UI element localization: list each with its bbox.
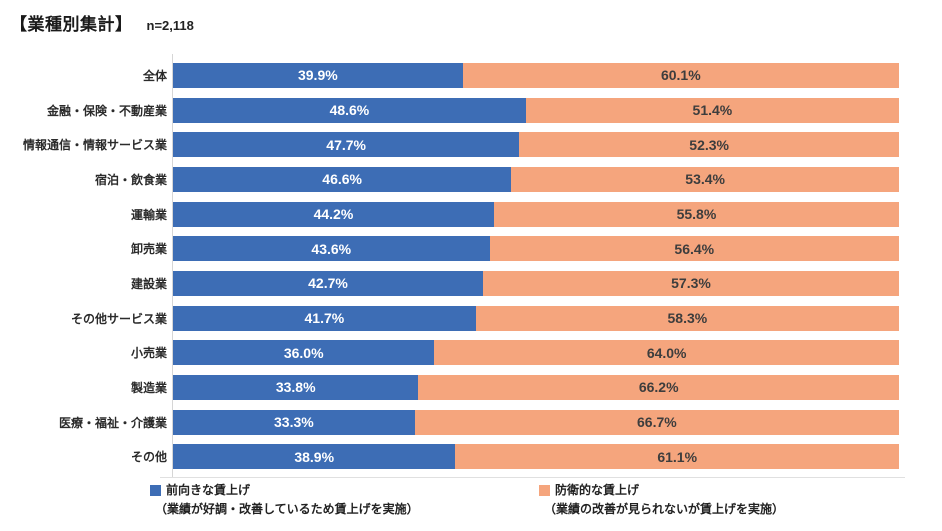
legend-item-positive: 前向きな賃上げ （業績が好調・改善しているため賃上げを実施） <box>150 481 419 519</box>
value-label: 57.3% <box>671 275 711 292</box>
value-label: 48.6% <box>329 102 370 118</box>
table-row: 医療・福祉・介護業 33.3% 66.7% <box>0 405 899 440</box>
stacked-bar: 38.9% 61.1% <box>173 444 899 470</box>
category-label: 医療・福祉・介護業 <box>58 415 167 430</box>
stacked-bar: 44.2% 55.8% <box>173 201 899 227</box>
value-label: 51.4% <box>692 102 733 118</box>
bar-segment-defensive: 66.2% <box>418 374 899 400</box>
legend-item-defensive: 防衛的な賃上げ （業績の改善が見られないが賃上げを実施） <box>539 481 784 519</box>
bar-segment-defensive: 57.3% <box>483 270 899 296</box>
bar-segment-defensive: 60.1% <box>462 62 899 88</box>
bar-segment-positive: 38.9% <box>173 444 456 470</box>
stacked-bar: 33.8% 66.2% <box>173 374 899 400</box>
table-row: 製造業 33.8% 66.2% <box>0 370 899 405</box>
value-label: 41.7% <box>304 310 345 327</box>
chart-header: 【業種別集計】 n=2,118 <box>10 10 194 35</box>
category-label: 情報通信・情報サービス業 <box>22 138 167 153</box>
category-label: 建設業 <box>130 276 167 291</box>
bar-segment-defensive: 52.3% <box>519 132 899 158</box>
stacked-bar: 43.6% 56.4% <box>173 236 899 262</box>
legend-series-description: （業績が好調・改善しているため賃上げを実施） <box>155 502 419 516</box>
table-row: 全体 39.9% 60.1% <box>0 58 899 93</box>
value-label: 53.4% <box>685 171 725 188</box>
value-label: 56.4% <box>674 240 715 257</box>
value-label: 61.1% <box>657 448 698 465</box>
value-label: 33.3% <box>274 414 314 431</box>
value-label: 55.8% <box>676 206 717 223</box>
bar-segment-positive: 39.9% <box>173 62 463 88</box>
value-label: 66.7% <box>637 414 677 431</box>
bar-segment-positive: 48.6% <box>173 97 526 123</box>
category-label: その他サービス業 <box>70 311 167 326</box>
value-label: 44.2% <box>313 206 354 223</box>
bar-segment-positive: 42.7% <box>173 270 483 296</box>
value-label: 46.6% <box>322 171 362 188</box>
sample-size-label: n=2,118 <box>146 18 194 33</box>
legend-series-name: 防衛的な賃上げ <box>555 483 640 497</box>
category-label: 卸売業 <box>130 242 167 257</box>
table-row: その他 38.9% 61.1% <box>0 439 899 474</box>
bar-segment-defensive: 64.0% <box>434 340 899 366</box>
chart-title: 【業種別集計】 <box>10 15 133 34</box>
table-row: 宿泊・飲食業 46.6% 53.4% <box>0 162 899 197</box>
category-label: 宿泊・飲食業 <box>94 172 167 187</box>
legend-swatch-icon <box>150 484 161 496</box>
category-label: 製造業 <box>130 380 167 395</box>
table-row: 運輸業 44.2% 55.8% <box>0 197 899 232</box>
value-label: 52.3% <box>689 136 729 153</box>
bar-segment-positive: 33.8% <box>173 374 419 400</box>
stacked-bar: 33.3% 66.7% <box>173 409 899 435</box>
value-label: 39.9% <box>297 67 338 84</box>
category-label: 運輸業 <box>130 207 167 222</box>
bar-segment-defensive: 53.4% <box>511 166 899 192</box>
table-row: 金融・保険・不動産業 48.6% 51.4% <box>0 93 899 128</box>
legend-series-description: （業績の改善が見られないが賃上げを実施） <box>544 502 785 516</box>
stacked-bar: 39.9% 60.1% <box>173 62 899 88</box>
category-label: 小売業 <box>130 346 167 361</box>
stacked-bar: 48.6% 51.4% <box>173 97 899 123</box>
table-row: 卸売業 43.6% 56.4% <box>0 231 899 266</box>
bar-chart-plot-area: 全体 39.9% 60.1% 金融・保険・不動産業 48.6% 51.4% 情報通信・情報サ… <box>0 58 899 474</box>
bar-segment-positive: 44.2% <box>173 201 494 227</box>
legend-series-name: 前向きな賃上げ <box>166 483 251 497</box>
bottom-axis-line <box>160 477 905 478</box>
bar-segment-positive: 33.3% <box>173 409 415 435</box>
table-row: 小売業 36.0% 64.0% <box>0 335 899 370</box>
category-label: 全体 <box>142 68 167 83</box>
stacked-bar: 46.6% 53.4% <box>173 166 899 192</box>
value-label: 60.1% <box>660 67 701 84</box>
value-label: 43.6% <box>311 240 352 257</box>
category-label: その他 <box>130 450 167 465</box>
stacked-bar: 42.7% 57.3% <box>173 270 899 296</box>
stacked-bar: 47.7% 52.3% <box>173 132 899 158</box>
value-label: 64.0% <box>646 344 687 361</box>
table-row: 建設業 42.7% 57.3% <box>0 266 899 301</box>
bar-segment-positive: 36.0% <box>173 340 435 366</box>
table-row: 情報通信・情報サービス業 47.7% 52.3% <box>0 127 899 162</box>
value-label: 33.8% <box>275 379 316 396</box>
value-label: 66.2% <box>638 379 679 396</box>
bar-segment-positive: 43.6% <box>173 236 490 262</box>
value-label: 47.7% <box>326 136 366 153</box>
category-axis-line <box>172 54 173 478</box>
value-label: 42.7% <box>308 275 348 292</box>
category-label: 金融・保険・不動産業 <box>46 103 167 118</box>
bar-segment-defensive: 66.7% <box>414 409 899 435</box>
legend-swatch-icon <box>539 484 550 496</box>
value-label: 58.3% <box>667 310 708 327</box>
stacked-bar: 41.7% 58.3% <box>173 305 899 331</box>
bar-segment-positive: 41.7% <box>173 305 476 331</box>
bar-segment-defensive: 51.4% <box>525 97 899 123</box>
table-row: その他サービス業 41.7% 58.3% <box>0 301 899 336</box>
bar-segment-defensive: 55.8% <box>493 201 899 227</box>
bar-segment-defensive: 58.3% <box>475 305 899 331</box>
bar-segment-defensive: 61.1% <box>455 444 899 470</box>
bar-segment-defensive: 56.4% <box>489 236 899 262</box>
stacked-bar: 36.0% 64.0% <box>173 340 899 366</box>
value-label: 36.0% <box>283 344 324 361</box>
bar-segment-positive: 46.6% <box>173 166 512 192</box>
value-label: 38.9% <box>294 448 335 465</box>
bar-segment-positive: 47.7% <box>173 132 520 158</box>
